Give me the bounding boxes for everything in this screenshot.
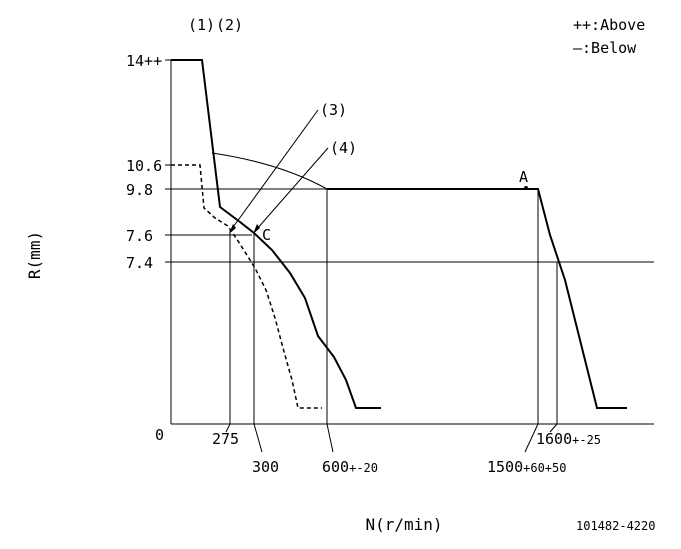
x-axis-title: N(r/min) [365,515,442,534]
point-c-label: C [262,226,271,244]
pointer-4-arrow [253,224,260,234]
pointer-4-line [255,147,329,231]
y-axis-title: R(mm) [25,231,44,279]
upper-curve [327,188,627,409]
curve-label-4: (4) [330,139,357,157]
x-label-275: 275 [212,430,239,448]
leader-1600 [549,423,558,433]
y-label-0: 0 [155,426,164,444]
diagram-code: 101482-4220 [576,519,655,533]
leader-1500 [524,423,539,453]
leader-600 [326,423,334,453]
y-label-7-4: 7.4 [126,254,153,272]
legend-above: ++:Above [573,16,645,34]
y-label-9-8: 9.8 [126,181,153,199]
leader-275 [225,423,231,433]
x-label-300: 300 [252,458,279,476]
curve-label-1: (1) [188,16,215,34]
y-label-14: 14++ [126,52,162,70]
x-label-1500: 1500+60+50 [487,458,566,476]
y-label-7-6: 7.6 [126,227,153,245]
point-a-marker [524,186,528,190]
dashed-curve [171,164,322,409]
y-label-10-6: 10.6 [126,157,162,175]
curve-label-2: (2) [216,16,243,34]
point-a-label: A [519,168,528,186]
pointer-3-arrow [229,224,236,234]
thin-arc-curve [211,152,328,190]
x-label-1600: 1600+-25 [536,430,601,448]
solid-curve [171,59,381,409]
legend-below: —:Below [573,39,637,57]
leader-300 [253,423,263,453]
x-label-600: 600+-20 [322,458,378,476]
pointer-3-line [230,109,319,231]
curve-label-3: (3) [320,101,347,119]
